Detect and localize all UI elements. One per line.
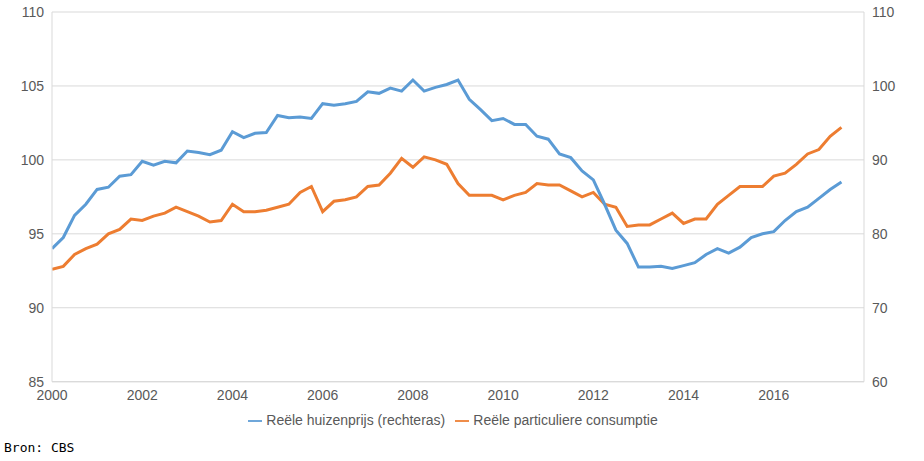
svg-text:100: 100: [21, 152, 45, 168]
svg-text:2000: 2000: [36, 386, 68, 403]
svg-text:80: 80: [872, 226, 888, 242]
svg-text:2010: 2010: [488, 387, 519, 403]
html-text:Bron: CBS: Bron: CBS: [4, 440, 75, 455]
svg-text:110: 110: [22, 4, 45, 20]
svg-text:85: 85: [28, 374, 44, 390]
svg-text:70: 70: [872, 300, 888, 316]
svg-text:110: 110: [872, 4, 895, 20]
svg-text:2014: 2014: [668, 387, 699, 403]
svg-text:2016: 2016: [758, 387, 789, 403]
svg-text:60: 60: [872, 374, 888, 390]
svg-text:2002: 2002: [127, 387, 158, 403]
svg-text:95: 95: [28, 226, 44, 242]
svg-text:90: 90: [28, 300, 44, 316]
svg-text:105: 105: [21, 78, 45, 94]
svg-text:100: 100: [872, 78, 896, 94]
svg-text:2004: 2004: [217, 387, 248, 403]
html-text:Reële huizenprijs (rechteras): Reële huizenprijs (rechteras): [266, 411, 446, 428]
svg-text:2006: 2006: [307, 387, 338, 403]
svg-text:2008: 2008: [397, 387, 428, 403]
svg-text:2012: 2012: [578, 387, 609, 403]
html-text:Reële particuliere consumptie: Reële particuliere consumptie: [473, 411, 658, 428]
svg-text:90: 90: [872, 152, 888, 168]
